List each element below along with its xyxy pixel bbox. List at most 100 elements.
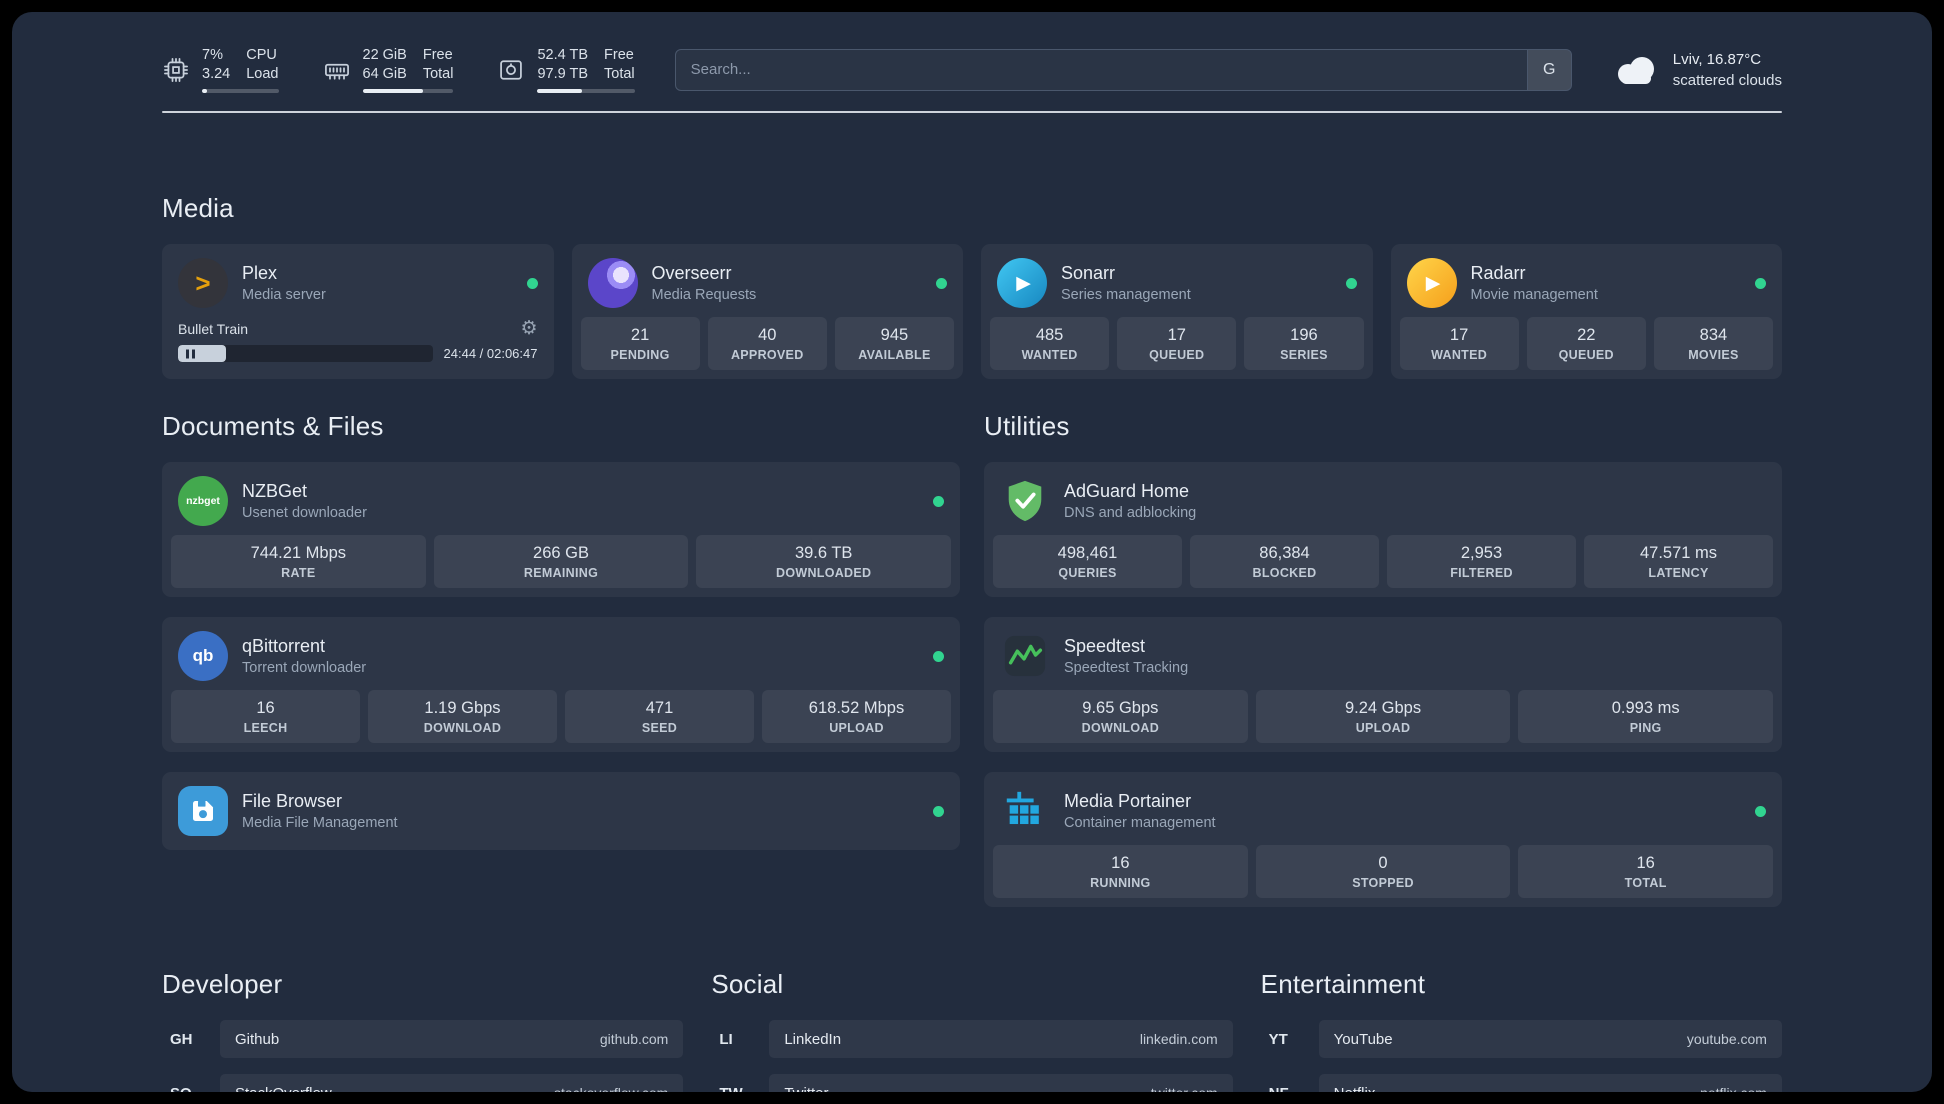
stat-series: 196 SERIES	[1244, 317, 1364, 370]
stat-download: 1.19 Gbps DOWNLOAD	[368, 690, 557, 743]
speedtest-icon	[1000, 631, 1050, 681]
disk-total-label: Total	[604, 66, 635, 82]
service-description: Media server	[242, 287, 326, 303]
service-card-portainer[interactable]: Media Portainer Container management 16 …	[984, 772, 1782, 907]
stat-filtered: 2,953 FILTERED	[1387, 535, 1576, 588]
playback-progress-bar[interactable]	[178, 345, 433, 362]
documents-column: Documents & Files nzbget NZBGet Usenet d…	[162, 411, 960, 850]
nzbget-icon: nzbget	[178, 476, 228, 526]
service-name: File Browser	[242, 791, 343, 811]
bookmark-youtube[interactable]: YT YouTube youtube.com	[1261, 1020, 1782, 1058]
stat-wanted: 485 WANTED	[990, 317, 1110, 370]
bookmark-linkedin[interactable]: LI LinkedIn linkedin.com	[711, 1020, 1233, 1058]
service-description: Speedtest Tracking	[1064, 660, 1189, 676]
disk-usage-bar	[537, 89, 635, 93]
bookmarks-entertainment: Entertainment YT YouTube youtube.com NF …	[1261, 969, 1782, 1092]
stat-queries: 498,461 QUERIES	[993, 535, 1182, 588]
bookmark-twitter[interactable]: TW Twitter twitter.com	[711, 1074, 1233, 1093]
weather-condition: scattered clouds	[1672, 71, 1782, 89]
service-card-plex[interactable]: > Plex Media server Bullet Train ⚙	[162, 244, 554, 379]
service-name: Media Portainer	[1064, 791, 1192, 811]
bookmark-name: Twitter	[784, 1085, 828, 1093]
stat-blocked: 86,384 BLOCKED	[1190, 535, 1379, 588]
search-provider-button[interactable]: G	[1526, 49, 1571, 90]
bookmark-github[interactable]: GH Github github.com	[162, 1020, 684, 1058]
service-description: Media File Management	[242, 815, 398, 831]
bookmark-abbr: NF	[1261, 1085, 1319, 1093]
stat-stopped: 0 STOPPED	[1255, 845, 1511, 898]
bookmarks-developer: Developer GH Github github.com SO StackO…	[162, 969, 684, 1092]
pause-icon[interactable]	[186, 349, 195, 358]
status-dot	[1345, 277, 1357, 289]
plex-now-playing: Bullet Train ⚙ 24:44 / 02:06:47	[171, 317, 545, 368]
cloud-icon	[1612, 53, 1660, 87]
bookmark-stackoverflow[interactable]: SO StackOverflow stackoverflow.com	[162, 1074, 684, 1092]
service-card-sonarr[interactable]: ▶ Sonarr Series management 485 WANTED 17…	[981, 244, 1373, 379]
status-dot	[933, 495, 944, 507]
top-bar: 7% 3.24 CPU Load	[162, 46, 1782, 93]
stat-rate: 744.21 Mbps RATE	[171, 535, 426, 588]
adguard-icon	[1000, 476, 1050, 526]
stat-total: 16 TOTAL	[1518, 845, 1774, 898]
service-card-overseerr[interactable]: Overseerr Media Requests 21 PENDING 40 A…	[571, 244, 963, 379]
service-card-speedtest[interactable]: Speedtest Speedtest Tracking 9.65 Gbps D…	[984, 617, 1782, 752]
radarr-icon: ▶	[1406, 258, 1457, 308]
service-card-nzbget[interactable]: nzbget NZBGet Usenet downloader 744.21 M…	[162, 462, 960, 597]
playback-time: 24:44 / 02:06:47	[443, 346, 538, 361]
now-playing-title: Bullet Train	[178, 320, 249, 337]
cpu-label: CPU	[246, 47, 277, 63]
bookmark-name: Netflix	[1334, 1085, 1376, 1093]
stat-upload: 9.24 Gbps UPLOAD	[1255, 690, 1511, 743]
topbar-divider	[162, 111, 1782, 113]
dashboard: 7% 3.24 CPU Load	[12, 12, 1932, 1092]
service-description: Usenet downloader	[242, 505, 367, 521]
bookmark-name: YouTube	[1333, 1030, 1393, 1048]
status-dot	[933, 650, 944, 662]
weather-location: Lviv, 16.87°C	[1672, 50, 1762, 68]
disk-free-value: 52.4 TB	[537, 47, 589, 63]
search-input[interactable]	[674, 48, 1572, 91]
bookmark-url: stackoverflow.com	[554, 1085, 668, 1092]
status-dot	[1755, 805, 1766, 817]
cpu-load-label: Load	[246, 66, 279, 82]
search-bar: G	[674, 48, 1572, 91]
service-name: Speedtest	[1064, 636, 1146, 656]
bookmark-abbr: GH	[170, 1030, 193, 1048]
service-description: Torrent downloader	[242, 660, 367, 676]
service-name: Overseerr	[651, 263, 732, 283]
bookmark-abbr: LI	[719, 1030, 733, 1048]
stat-downloaded: 39.6 TB DOWNLOADED	[696, 535, 952, 588]
bookmark-netflix[interactable]: NF Netflix netflix.com	[1261, 1074, 1782, 1092]
service-card-filebrowser[interactable]: File Browser Media File Management	[162, 772, 960, 850]
service-card-radarr[interactable]: ▶ Radarr Movie management 17 WANTED 22 Q…	[1390, 244, 1782, 379]
service-description: DNS and adblocking	[1064, 505, 1197, 521]
service-name: AdGuard Home	[1064, 481, 1190, 501]
status-dot	[526, 277, 538, 289]
cpu-load-value: 3.24	[202, 66, 231, 82]
gear-icon[interactable]: ⚙	[520, 318, 538, 339]
bookmark-url: netflix.com	[1700, 1085, 1767, 1092]
stat-pending: 21 PENDING	[580, 317, 700, 370]
cpu-widget: 7% 3.24 CPU Load	[162, 46, 279, 93]
plex-icon: >	[178, 258, 228, 308]
filebrowser-icon	[178, 786, 228, 836]
service-description: Media Requests	[651, 287, 757, 303]
service-name: Plex	[242, 263, 278, 283]
stat-queued: 17 QUEUED	[1117, 317, 1237, 370]
service-description: Container management	[1064, 815, 1216, 831]
memory-total-label: Total	[422, 66, 454, 82]
service-name: NZBGet	[242, 481, 308, 501]
section-title-utilities: Utilities	[984, 411, 1070, 441]
service-card-adguard[interactable]: AdGuard Home DNS and adblocking 498,461 …	[984, 462, 1782, 597]
stat-available: 945 AVAILABLE	[834, 317, 955, 370]
stat-queued: 22 QUEUED	[1526, 317, 1646, 370]
stat-upload: 618.52 Mbps UPLOAD	[762, 690, 951, 743]
service-name: Sonarr	[1061, 263, 1116, 283]
bookmark-name: Github	[235, 1030, 280, 1048]
section-title-media: Media	[162, 193, 234, 223]
bookmark-name: LinkedIn	[784, 1030, 842, 1048]
memory-usage-bar	[362, 89, 454, 93]
service-card-qbittorrent[interactable]: qb qBittorrent Torrent downloader 16 LEE…	[162, 617, 960, 752]
section-title-developer: Developer	[162, 969, 283, 999]
